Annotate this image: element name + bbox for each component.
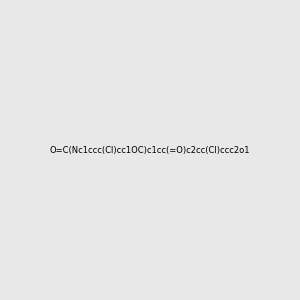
Text: O=C(Nc1ccc(Cl)cc1OC)c1cc(=O)c2cc(Cl)ccc2o1: O=C(Nc1ccc(Cl)cc1OC)c1cc(=O)c2cc(Cl)ccc2… (50, 146, 250, 154)
